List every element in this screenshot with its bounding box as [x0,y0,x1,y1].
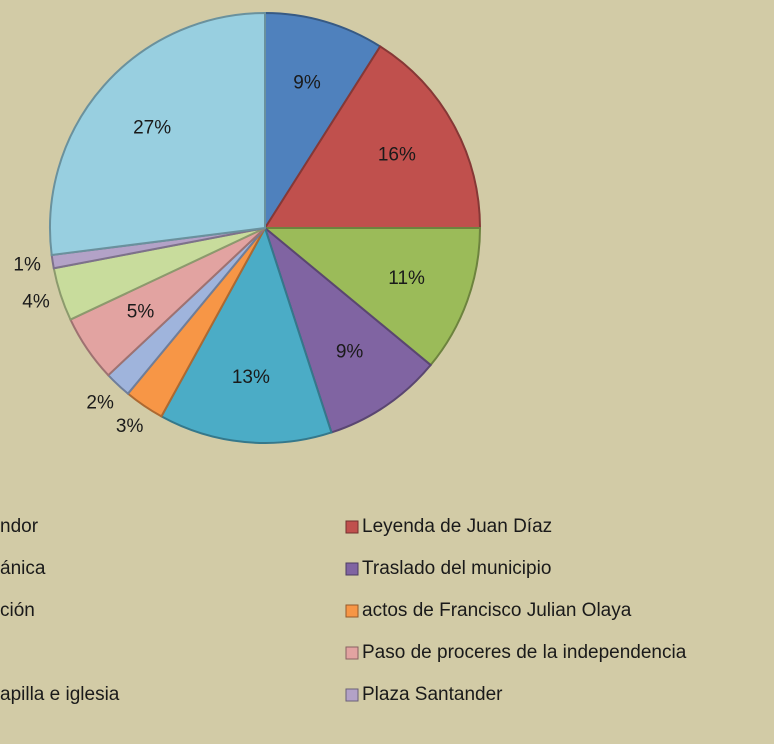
pie-slice [262,225,433,434]
data-label: 9% [336,341,364,362]
legend-swatch [345,646,359,660]
legend-label: ndor [0,516,39,537]
pie-slice [160,225,333,444]
data-label: 2% [86,393,114,414]
legend-swatch [345,604,359,618]
legend-swatch [345,688,359,702]
legend-label: Leyenda de Juan Díaz [362,516,552,537]
legend-swatch [345,520,359,534]
data-label: 5% [127,302,155,323]
data-label: 11% [388,268,425,289]
legend-label: actos de Francisco Julian Olaya [362,600,632,621]
data-label: 27% [133,117,171,138]
pie-slice [262,227,482,367]
data-label: 9% [293,72,321,93]
legend-swatch [345,562,359,576]
pie-slice [49,11,266,257]
legend-label: Plaza Santander [362,684,503,705]
legend-label: Paso de proceres de la independencia [362,642,687,663]
legend-label: apilla e iglesia [0,684,120,705]
data-label: 1% [13,255,41,276]
legend-label: Traslado del municipio [362,558,551,579]
legend-label: ánica [0,558,46,579]
legend-label: ción [0,600,35,621]
pie-slice [264,11,382,232]
data-label: 16% [378,145,416,166]
pie-slice [263,45,482,229]
data-label: 13% [232,367,270,388]
data-label: 4% [22,291,50,312]
data-label: 3% [116,416,144,437]
